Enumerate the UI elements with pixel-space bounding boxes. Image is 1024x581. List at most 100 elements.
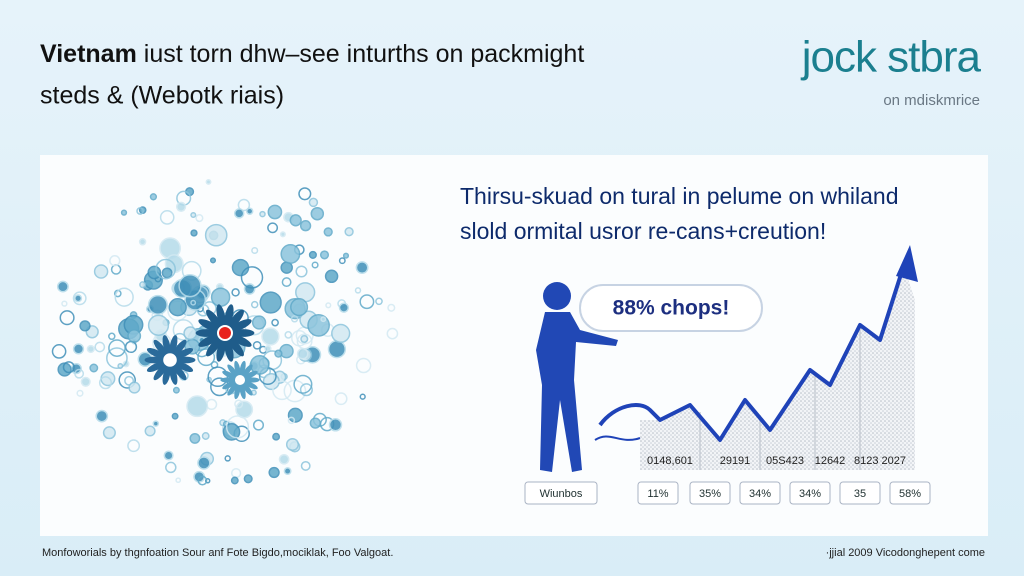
figure-label: 29191 [720,455,751,467]
dot [175,477,182,484]
petal [242,383,253,396]
dot [279,231,286,238]
stat-box [789,481,831,505]
petal [153,339,167,356]
flower-core [164,354,176,366]
petal [198,334,220,347]
dot [163,450,174,461]
dot [93,264,109,279]
stat-box-text: Wiunbos [540,488,583,500]
petal [234,360,241,376]
callout-bubble [579,284,763,332]
petal [242,364,253,377]
dot [293,374,313,394]
stat-box-text: 34% [749,488,771,500]
dot [209,257,217,264]
dot [155,258,176,280]
dot [299,220,312,232]
dot [235,400,254,419]
dot [295,265,308,278]
dot [267,222,279,234]
dot [80,376,91,387]
footer-right: ·jjial 2009 Vicodonghepent come [826,547,985,559]
dot [359,393,366,400]
dot [287,407,303,423]
dot [152,420,160,427]
dot [62,361,75,374]
stat-box-text: 58% [899,488,921,500]
figure-label: 0148,601 [647,455,693,467]
dot [307,314,330,337]
dot [234,399,244,409]
dot [171,412,179,420]
dot [109,255,121,267]
dot [89,363,99,373]
panel-heading: Thirsu-skuad on tural in pelume on whila… [460,183,899,209]
dot [74,368,85,379]
petal [227,364,238,377]
title: Vietnam iust torn dhw–see inturths on pa… [40,40,584,68]
dot [309,417,321,429]
petal [239,384,246,400]
dot [210,287,231,307]
dot [100,371,116,387]
dot [240,266,264,289]
dot [296,333,313,350]
stat-box [689,481,731,505]
logo-name: jock stbra [800,33,982,82]
dot [72,291,87,306]
dot [252,340,262,350]
figure-label: 05S423 [766,455,804,467]
petal [227,383,238,396]
petal [206,309,222,329]
dot [86,344,95,354]
dot [259,291,282,314]
dot [320,316,327,323]
callout-text: 88% chops! [613,297,730,320]
panel-heading: slold ormital usror re-cans+creution! [460,218,826,244]
dot [287,416,296,425]
dot [144,425,156,437]
dot [168,298,187,317]
dot [387,303,396,312]
petal [231,329,255,337]
dot [230,476,239,485]
petal [230,319,252,332]
dot [283,467,292,476]
dot [355,357,372,374]
stat-box-text: 11% [647,488,668,500]
dot [243,474,253,484]
dot [108,332,116,341]
dot [139,281,147,289]
dot [355,261,369,275]
dot [224,455,231,462]
dot [245,207,254,215]
dot [197,456,211,470]
dot [222,423,241,441]
dot [190,229,198,237]
dot [274,349,283,358]
dot [175,201,187,212]
logo-tagline: on mdiskmrice [883,92,980,109]
dot [94,341,106,353]
flower-core [219,327,231,339]
dot [205,178,212,185]
stat-box [524,481,598,505]
dot [70,362,82,375]
dot [79,320,91,332]
stat-box [739,481,781,505]
dot [195,214,204,223]
petal [230,334,252,347]
footer-left: Monfoworials by thgnfoation Sour anf Fot… [42,547,393,559]
dot [127,328,142,343]
dot [327,340,347,359]
petal [175,356,196,364]
dot [183,326,198,341]
dot [147,314,170,336]
dot [59,310,75,326]
dot [102,426,116,440]
petal [216,304,226,327]
dot [290,298,309,317]
dot [120,209,128,216]
